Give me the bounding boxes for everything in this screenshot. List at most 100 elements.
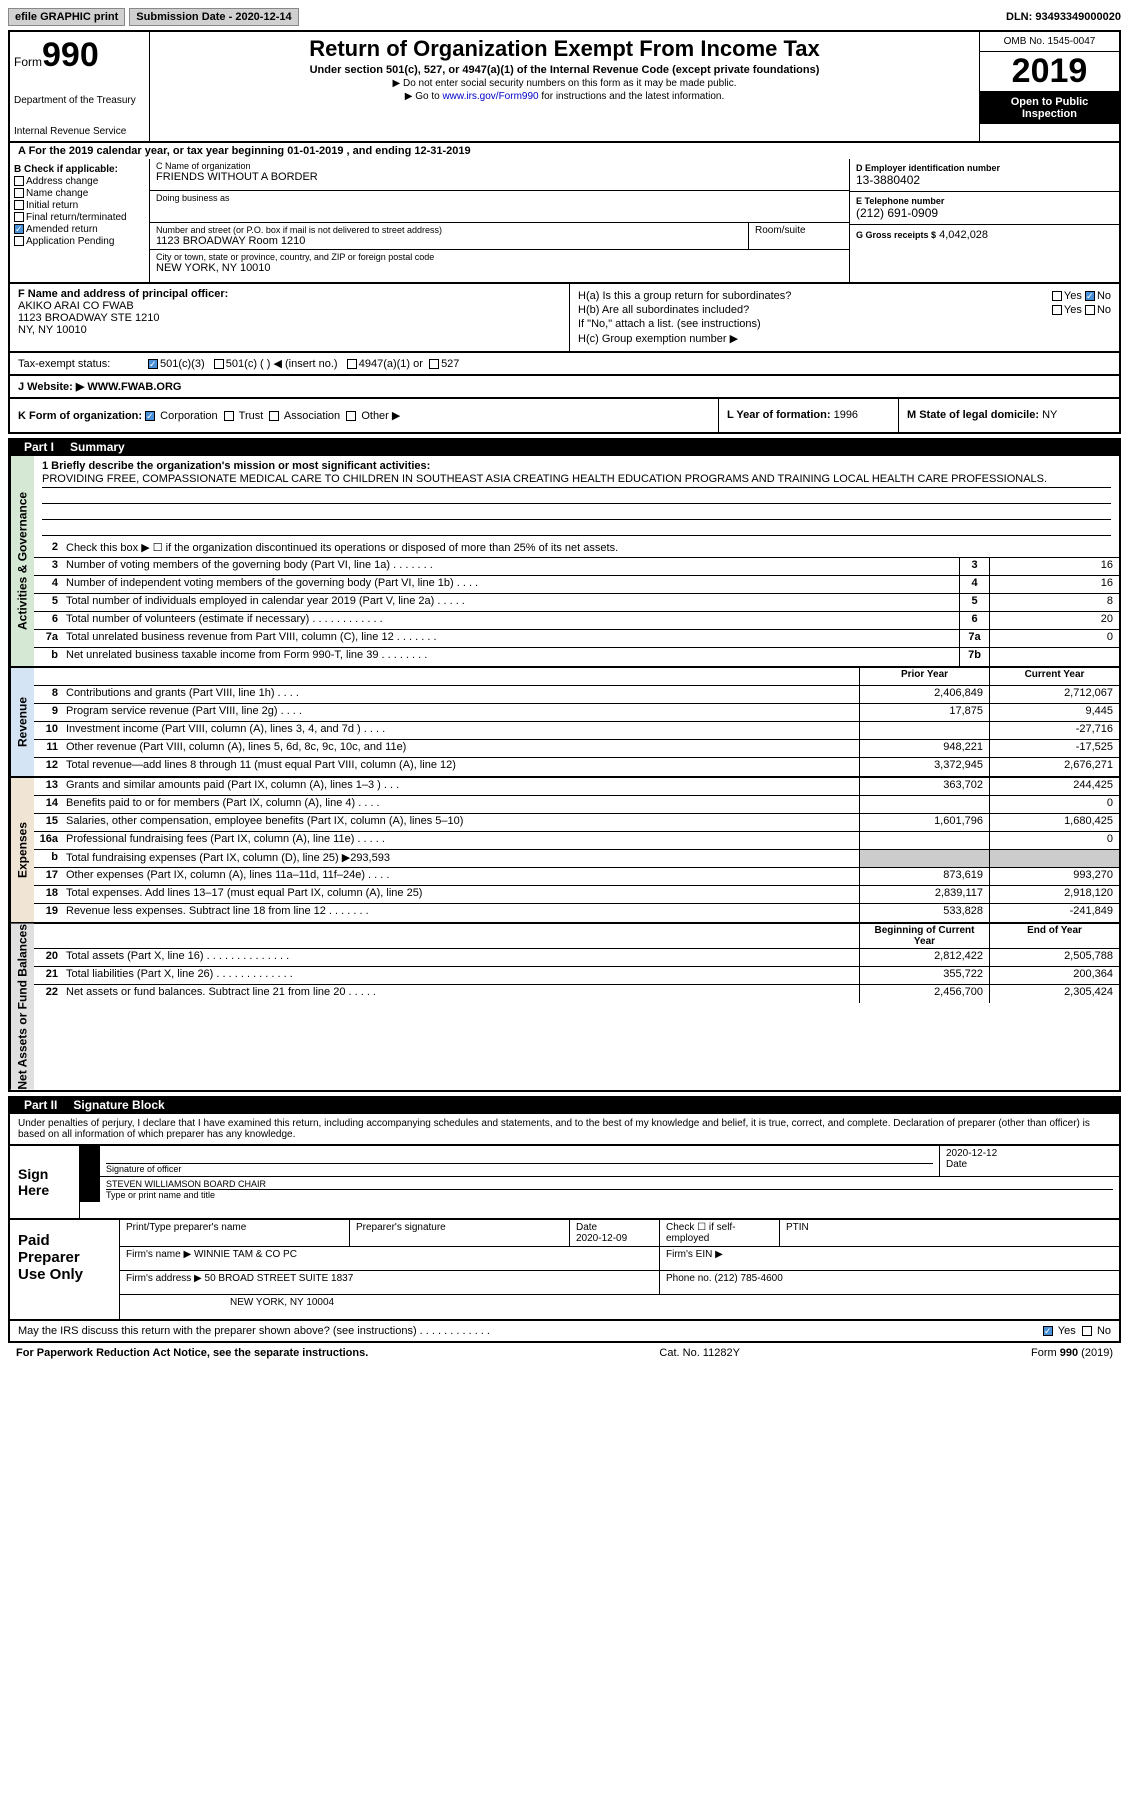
form-subtitle: Under section 501(c), 527, or 4947(a)(1)…	[158, 64, 971, 76]
footer: For Paperwork Reduction Act Notice, see …	[8, 1343, 1121, 1363]
expenses-section: Expenses 13Grants and similar amounts pa…	[8, 778, 1121, 924]
gross: 4,042,028	[939, 229, 988, 241]
chk-4947[interactable]	[347, 359, 357, 369]
phone: (212) 691-0909	[856, 206, 1113, 220]
footer-left: For Paperwork Reduction Act Notice, see …	[16, 1347, 368, 1359]
submission-date-button[interactable]: Submission Date - 2020-12-14	[129, 8, 298, 26]
box-b: B Check if applicable: Address change Na…	[10, 159, 150, 282]
table-row: 12Total revenue—add lines 8 through 11 (…	[34, 758, 1119, 776]
form-header: Form990 Department of the Treasury Inter…	[8, 30, 1121, 143]
chk-initial[interactable]	[14, 200, 24, 210]
irs-no[interactable]	[1082, 1326, 1092, 1336]
chk-final[interactable]	[14, 212, 24, 222]
chk-amended[interactable]	[14, 224, 24, 234]
table-row: 19Revenue less expenses. Subtract line 1…	[34, 904, 1119, 922]
tax-year: 2019	[980, 52, 1119, 92]
table-row: 16aProfessional fundraising fees (Part I…	[34, 832, 1119, 850]
city-label: City or town, state or province, country…	[156, 252, 843, 262]
preparer-block: Paid Preparer Use Only Print/Type prepar…	[8, 1220, 1121, 1321]
hc: H(c) Group exemption number ▶	[578, 332, 1111, 345]
open-public: Open to Public Inspection	[980, 92, 1119, 124]
irs-link[interactable]: www.irs.gov/Form990	[442, 91, 538, 102]
chk-501c3[interactable]	[148, 359, 158, 369]
form-title: Return of Organization Exempt From Incom…	[158, 36, 971, 62]
phone-label: E Telephone number	[856, 196, 1113, 206]
website-row: J Website: ▶ WWW.FWAB.ORG	[8, 376, 1121, 399]
dba-label: Doing business as	[156, 193, 843, 203]
submission-date: - 2020-12-14	[229, 11, 292, 23]
table-row: 3Number of voting members of the governi…	[34, 558, 1119, 576]
chk-address[interactable]	[14, 176, 24, 186]
org-name-label: C Name of organization	[156, 161, 843, 171]
dept-irs: Internal Revenue Service	[14, 126, 145, 137]
chk-501c[interactable]	[214, 359, 224, 369]
addr: 1123 BROADWAY Room 1210	[156, 235, 742, 247]
paid-preparer: Paid Preparer Use Only	[10, 1220, 120, 1319]
box-l: L Year of formation: 1996	[719, 399, 899, 432]
side-revenue: Revenue	[10, 668, 34, 776]
ha-no[interactable]	[1085, 291, 1095, 301]
top-bar: efile GRAPHIC print Submission Date - 20…	[8, 8, 1121, 26]
side-governance: Activities & Governance	[10, 456, 34, 666]
table-row: 4Number of independent voting members of…	[34, 576, 1119, 594]
org-name: FRIENDS WITHOUT A BORDER	[156, 171, 843, 183]
chk-trust[interactable]	[224, 411, 234, 421]
gross-label: G Gross receipts $	[856, 230, 936, 240]
table-row: 21Total liabilities (Part X, line 26) . …	[34, 967, 1119, 985]
ein: 13-3880402	[856, 173, 1113, 187]
side-expenses: Expenses	[10, 778, 34, 922]
submission-label: Submission Date	[136, 11, 225, 23]
form-word: Form	[14, 55, 42, 69]
footer-mid: Cat. No. 11282Y	[659, 1347, 740, 1359]
table-row: bTotal fundraising expenses (Part IX, co…	[34, 850, 1119, 868]
revenue-section: Revenue Prior YearCurrent Year 8Contribu…	[8, 668, 1121, 778]
table-row: 14Benefits paid to or for members (Part …	[34, 796, 1119, 814]
chk-pending[interactable]	[14, 236, 24, 246]
signature-block: Sign Here Signature of officer 2020-12-1…	[8, 1146, 1121, 1220]
section-b-cd: B Check if applicable: Address change Na…	[8, 159, 1121, 284]
footer-right: Form 990 (2019)	[1031, 1347, 1113, 1359]
table-row: 6Total number of volunteers (estimate if…	[34, 612, 1119, 630]
box-m: M State of legal domicile: NY	[899, 399, 1119, 432]
f-addr1: 1123 BROADWAY STE 1210	[18, 312, 561, 324]
ein-label: D Employer identification number	[856, 163, 1113, 173]
table-row: 20Total assets (Part X, line 16) . . . .…	[34, 949, 1119, 967]
box-k: K Form of organization: Corporation Trus…	[10, 399, 719, 432]
chk-name[interactable]	[14, 188, 24, 198]
chk-corp[interactable]	[145, 411, 155, 421]
hb-no[interactable]	[1085, 305, 1095, 315]
netassets-section: Net Assets or Fund Balances Beginning of…	[8, 924, 1121, 1092]
efile-button[interactable]: efile GRAPHIC print	[8, 8, 125, 26]
table-row: 5Total number of individuals employed in…	[34, 594, 1119, 612]
table-row: 7aTotal unrelated business revenue from …	[34, 630, 1119, 648]
box-h: H(a) Is this a group return for subordin…	[570, 284, 1119, 351]
table-row: 18Total expenses. Add lines 13–17 (must …	[34, 886, 1119, 904]
chk-other[interactable]	[346, 411, 356, 421]
perjury-text: Under penalties of perjury, I declare th…	[8, 1114, 1121, 1146]
form-note-2: ▶ Go to www.irs.gov/Form990 for instruct…	[158, 91, 971, 102]
tax-status-row: Tax-exempt status: 501(c)(3) 501(c) ( ) …	[8, 353, 1121, 376]
ha-yes[interactable]	[1052, 291, 1062, 301]
form-note-1: ▶ Do not enter social security numbers o…	[158, 78, 971, 89]
table-row: 15Salaries, other compensation, employee…	[34, 814, 1119, 832]
arrow-icon	[80, 1146, 100, 1176]
box-b-title: B Check if applicable:	[14, 164, 145, 175]
table-row: 13Grants and similar amounts paid (Part …	[34, 778, 1119, 796]
irs-yes[interactable]	[1043, 1326, 1053, 1336]
table-row: 8Contributions and grants (Part VIII, li…	[34, 686, 1119, 704]
form-number: 990	[42, 36, 99, 74]
side-netassets: Net Assets or Fund Balances	[10, 924, 34, 1090]
tax-label: Tax-exempt status:	[18, 358, 148, 370]
addr-label: Number and street (or P.O. box if mail i…	[156, 225, 742, 235]
mission: PROVIDING FREE, COMPASSIONATE MEDICAL CA…	[42, 472, 1111, 488]
box-c: C Name of organization FRIENDS WITHOUT A…	[150, 159, 849, 282]
f-label: F Name and address of principal officer:	[18, 288, 561, 300]
sign-here: Sign Here	[10, 1146, 80, 1218]
table-row: 17Other expenses (Part IX, column (A), l…	[34, 868, 1119, 886]
chk-527[interactable]	[429, 359, 439, 369]
chk-assoc[interactable]	[269, 411, 279, 421]
dept-treasury: Department of the Treasury	[14, 95, 145, 106]
hb-yes[interactable]	[1052, 305, 1062, 315]
table-row: 11Other revenue (Part VIII, column (A), …	[34, 740, 1119, 758]
klm-row: K Form of organization: Corporation Trus…	[8, 399, 1121, 434]
